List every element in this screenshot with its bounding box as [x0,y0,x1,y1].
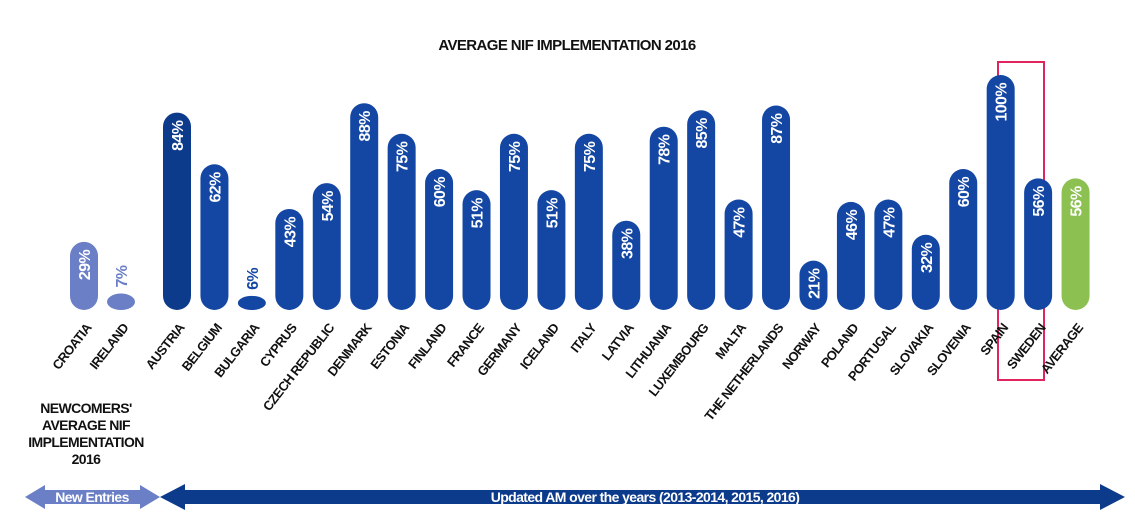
bar [350,103,379,310]
value-label: 62% [207,172,224,203]
bar [425,169,454,310]
bar [687,110,716,310]
value-label: 60% [432,177,449,208]
bar [70,241,98,310]
bar [911,234,940,310]
value-label: 47% [732,207,749,238]
bar [200,164,229,310]
value-label: 51% [544,198,561,229]
bar [387,133,416,310]
value-label: 32% [919,242,936,273]
bar [312,183,341,310]
value-label: 7% [114,265,131,287]
value-label: 75% [395,141,412,172]
value-label: 85% [694,118,711,149]
value-label: 43% [282,217,299,248]
bar [574,133,603,310]
bar [836,201,865,310]
arrow-label: Updated AM over the years (2013-2014, 20… [491,489,800,505]
value-label: 75% [507,141,524,172]
bar [462,190,491,310]
value-label: 100% [994,83,1011,122]
value-label: 21% [806,268,823,299]
chart-title: AVERAGE NIF IMPLEMENTATION 2016 [438,37,696,54]
value-label: 47% [881,207,898,238]
value-label: 60% [956,177,973,208]
bar [537,190,566,310]
newcomers-note: 2016 [72,451,102,467]
new-entries-arrow [25,485,160,509]
value-label: 84% [170,120,187,151]
bar [275,208,304,310]
updated-arrow [160,484,1125,510]
newcomers-note: IMPLEMENTATION [28,434,144,450]
value-label: 56% [1069,186,1086,217]
newcomers-note: NEWCOMERS' [40,400,132,416]
value-label: 38% [619,228,636,259]
bar [107,293,135,310]
arrow-label: New Entries [55,489,129,505]
bar [499,133,528,310]
value-label: 46% [844,210,861,241]
bar [986,75,1015,310]
newcomers-note: AVERAGE NIF [42,417,131,433]
bar [949,169,978,310]
value-label: 87% [769,113,786,144]
value-label: 51% [470,198,487,229]
value-label: 75% [582,141,599,172]
value-label: 29% [77,249,94,280]
bar [724,199,753,310]
bar [762,105,791,310]
bar [237,295,266,310]
bar [799,260,828,310]
value-label: 78% [657,134,674,165]
bar [1024,178,1053,310]
bar [874,199,903,310]
value-label: 6% [245,268,262,290]
value-label: 54% [320,191,337,222]
bar [1061,178,1090,310]
value-label: 56% [1031,186,1048,217]
bar [163,112,191,310]
value-label: 88% [357,111,374,142]
bar [649,126,678,310]
bar [612,220,641,310]
